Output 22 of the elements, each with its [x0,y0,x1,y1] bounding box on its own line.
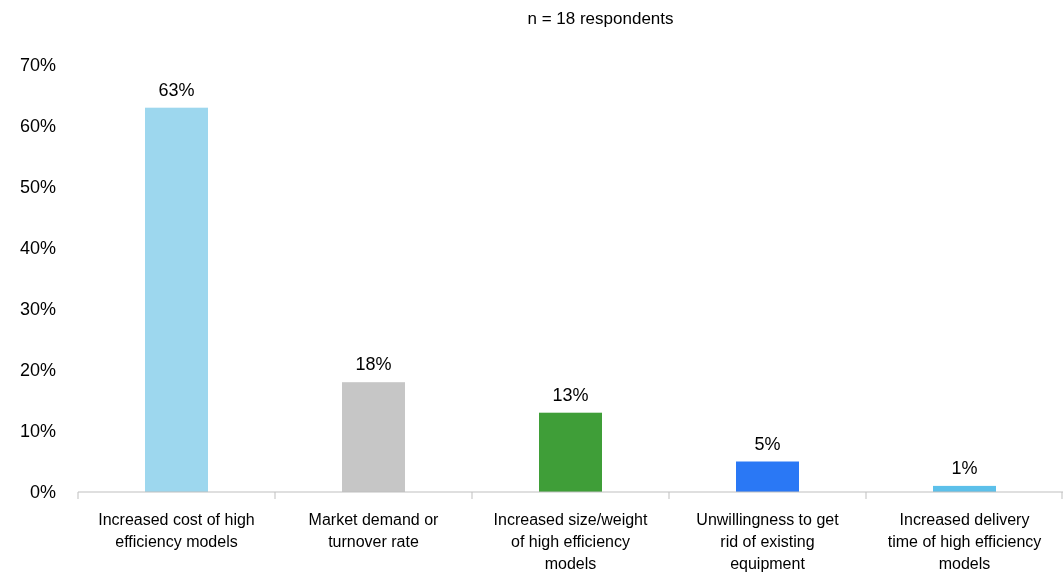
y-tick-label: 70% [19,55,56,76]
x-tick-label: Unwillingness to get rid of existing equipment [696,511,840,572]
x-tick-label: Increased delivery time of high efficiency models [887,511,1042,572]
y-tick-label: 50% [19,177,56,198]
y-tick-label: 20% [19,360,56,381]
y-tick-label: 10% [19,421,56,442]
bar [145,107,208,492]
y-tick-label: 0% [29,482,56,503]
x-tick-label: Increased size/weight of high efficiency models [493,511,648,572]
x-tick-label: Market demand or turnover rate [308,511,440,550]
data-label: 13% [552,384,589,405]
data-label: 5% [754,433,781,454]
y-tick-label: 30% [19,299,56,320]
bar [736,461,799,492]
y-tick-label: 60% [19,116,56,137]
chart-title: n = 18 respondents [527,9,674,28]
data-label: 1% [951,457,978,478]
bar [539,412,602,492]
data-label: 63% [158,79,195,100]
x-tick-label: Increased cost of high efficiency models [98,511,255,550]
y-tick-label: 40% [19,238,56,259]
data-label: 18% [355,354,392,375]
